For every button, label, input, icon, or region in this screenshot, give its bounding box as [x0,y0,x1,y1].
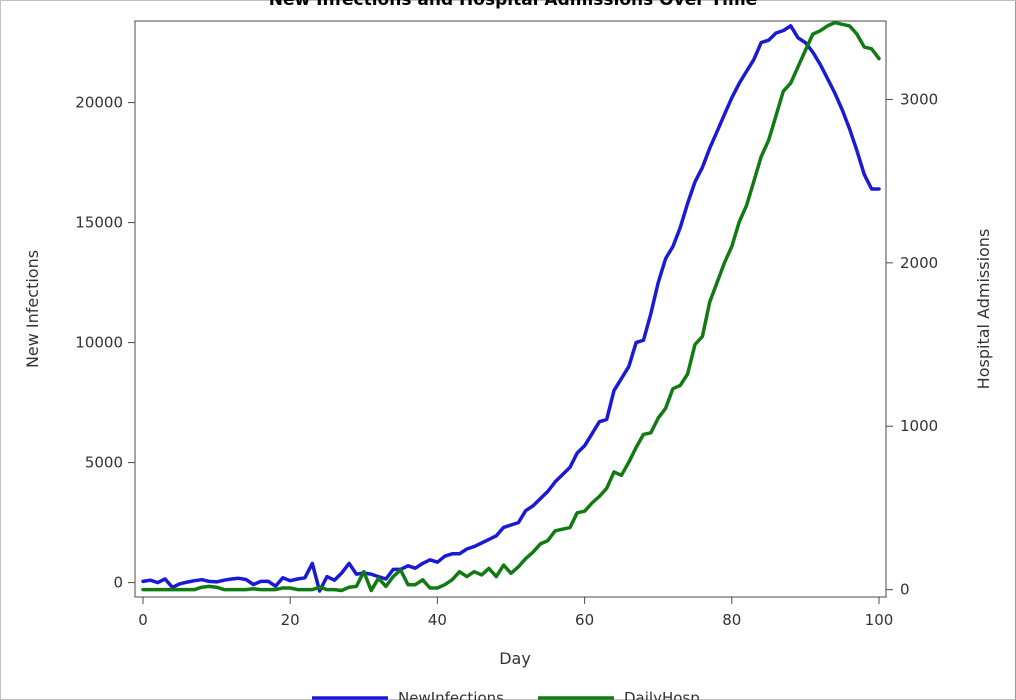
series-line-newinfections [141,24,881,593]
x-axis-title: Day [499,649,531,668]
y2-tick-label: 1000 [900,417,938,435]
x-tick-label: 0 [138,611,148,629]
y2-tick-label: 0 [900,581,910,599]
y-tick-label: 15000 [75,214,123,232]
axis-ticks: 0 20 40 60 80 1000500010000150002000001000200… [75,90,938,629]
y-tick-label: 20000 [75,94,123,112]
series-lines [141,20,881,593]
chart-title: New Infections and Hospital Admissions O… [269,0,757,10]
y2-tick-label: 3000 [900,90,938,108]
plot-area [134,20,887,598]
y-tick-label: 5000 [85,454,123,472]
x-tick-label: 100 [865,611,894,629]
x-tick-label: 80 [722,611,741,629]
x-tick-label: 60 [575,611,594,629]
legend-label: DailyHosp [624,689,700,700]
y-tick-label: 0 [113,574,123,592]
y-axis-title: New Infections [23,250,42,368]
y-tick-label: 10000 [75,334,123,352]
x-tick-label: 20 [281,611,300,629]
y2-tick-label: 2000 [900,254,938,272]
y2-axis-title: Hospital Admissions [974,229,993,390]
legend: NewInfections DailyHosp [312,689,700,700]
x-tick-label: 40 [428,611,447,629]
series-line-dailyhosp [141,20,881,593]
legend-label: NewInfections [398,689,504,700]
